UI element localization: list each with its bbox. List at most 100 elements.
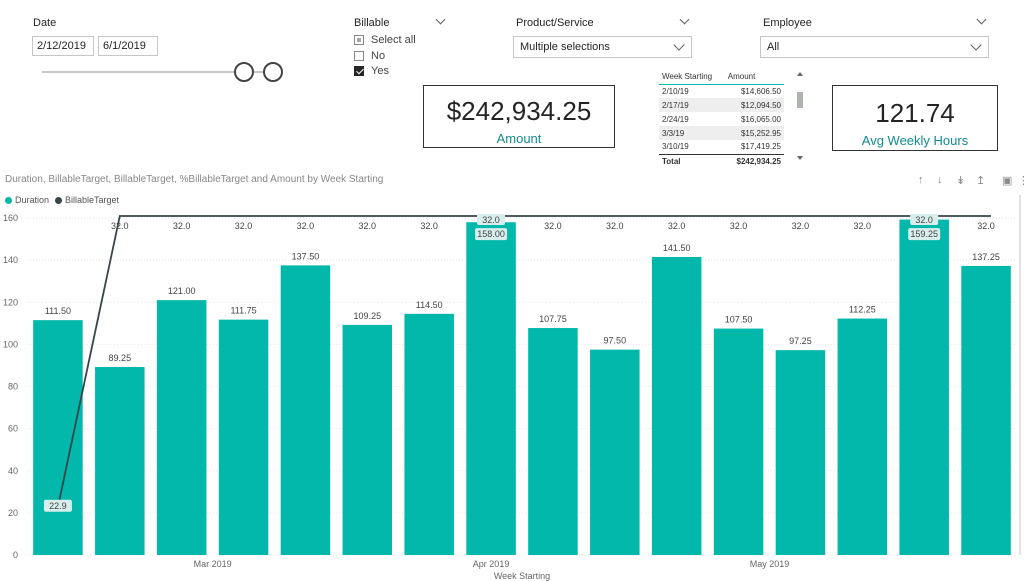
line-data-label-bg (910, 214, 939, 225)
drill-down-icon[interactable]: ↓ (937, 174, 943, 186)
focus-mode-icon[interactable]: ▣ (1002, 175, 1013, 187)
duration-bar[interactable] (899, 219, 949, 555)
hours-card-label: Avg Weekly Hours (861, 133, 969, 148)
duration-bar[interactable] (156, 300, 207, 555)
amount-cell: $15,252.95 (724, 126, 784, 140)
table-total-row: Total $242,934.25 (659, 153, 784, 168)
drill-mode-icon[interactable]: ↥ (976, 175, 986, 187)
duration-bar[interactable] (528, 328, 578, 555)
scroll-down-icon[interactable] (797, 156, 803, 160)
bar-data-label: 158.00 (477, 229, 505, 239)
bar-data-label: 97.25 (789, 336, 812, 346)
bar-data-label: 109.25 (354, 311, 382, 321)
duration-bar[interactable] (837, 318, 888, 555)
weekly-table: Week Starting Amount 2/10/19 $14,606.50 2… (659, 70, 784, 168)
y-tick-label: 60 (8, 424, 18, 434)
option-label: No (371, 50, 386, 62)
x-tick-label: Mar 2019 (194, 559, 232, 569)
x-tick-label: Apr 2019 (473, 559, 510, 569)
line-data-label-bg (43, 499, 72, 512)
table-row[interactable]: 3/10/19 $17,419.25 (659, 140, 784, 154)
date-slicer-title: Date (33, 17, 57, 29)
bar-data-label: 114.50 (416, 300, 443, 310)
bar-data-label: 107.50 (725, 315, 753, 325)
table-row[interactable]: 2/17/19 $12,094.50 (659, 98, 784, 112)
amount-card[interactable]: $242,934.25 Amount (423, 85, 615, 148)
avg-weekly-hours-card[interactable]: 121.74 Avg Weekly Hours (832, 85, 998, 151)
billable-target-line (57, 215, 991, 507)
more-options-icon[interactable]: ⋮ (1018, 175, 1024, 187)
amount-cell: $14,606.50 (740, 86, 781, 96)
start-date-input[interactable]: 2/12/2019 (32, 36, 94, 56)
line-data-label: 32.0 (606, 221, 624, 231)
total-label: Total (659, 153, 725, 168)
line-data-label-bg (477, 214, 506, 225)
y-tick-label: 40 (8, 466, 18, 476)
table-row[interactable]: 2/10/19 $14,606.50 (659, 84, 784, 98)
scroll-up-icon[interactable] (797, 72, 803, 76)
table-scrollbar[interactable] (796, 72, 804, 164)
hours-card-value: 121.74 (875, 98, 955, 128)
select-all-checkbox[interactable] (354, 35, 364, 45)
billable-option-yes[interactable]: Yes (354, 65, 389, 77)
amount-cell: $16,065.00 (740, 114, 781, 124)
duration-bar[interactable] (713, 328, 764, 555)
duration-bar[interactable] (590, 349, 640, 555)
drill-up-icon[interactable]: ↑ (918, 174, 924, 186)
total-amount: $242,934.25 (724, 153, 784, 168)
duration-bar[interactable] (280, 265, 331, 555)
line-data-label: 32.0 (359, 221, 377, 231)
duration-bar[interactable] (961, 265, 1011, 555)
scrollbar-thumb[interactable] (797, 92, 803, 108)
amount-card-value: $242,934.25 (446, 96, 592, 126)
date-slider-end-handle[interactable] (263, 62, 283, 82)
table-row[interactable]: 2/24/19 $16,065.00 (659, 112, 784, 126)
billable-chevron-icon[interactable] (435, 14, 446, 25)
bar-data-label: 97.50 (604, 336, 627, 346)
bar-data-label: 107.75 (539, 314, 567, 324)
legend-label-billable-target[interactable]: BillableTarget (65, 195, 120, 205)
duration-bar[interactable] (33, 320, 83, 555)
option-label: Select all (371, 34, 416, 46)
product-header-chevron-icon[interactable] (679, 14, 690, 25)
duration-bar[interactable] (651, 256, 702, 555)
column-header[interactable]: Week Starting (659, 70, 725, 85)
amount-cell: $12,094.50 (724, 98, 784, 112)
week-cell: 3/10/19 (662, 142, 689, 152)
bar-data-label-bg (475, 228, 508, 241)
employee-dropdown-value: All (767, 41, 780, 53)
billable-option-no[interactable]: No (354, 50, 385, 62)
duration-bar[interactable] (466, 222, 516, 555)
no-checkbox[interactable] (354, 51, 364, 61)
date-slider-start-handle[interactable] (234, 62, 254, 82)
duration-bar[interactable] (775, 350, 826, 555)
duration-bar[interactable] (95, 367, 145, 555)
y-tick-label: 140 (3, 255, 18, 265)
duration-bar[interactable] (342, 324, 393, 555)
end-date-input[interactable]: 6/1/2019 (98, 36, 158, 56)
duration-bar[interactable] (218, 319, 269, 555)
week-cell: 2/24/19 (662, 114, 689, 124)
expand-all-down-icon[interactable]: ↡ (956, 175, 966, 187)
line-data-label: 32.0 (111, 221, 129, 231)
product-slicer-title: Product/Service (516, 17, 594, 29)
line-data-label: 32.0 (668, 221, 686, 231)
y-tick-label: 0 (13, 550, 18, 560)
billable-option-select-all[interactable]: Select all (354, 34, 416, 46)
column-header[interactable]: Amount (724, 70, 784, 85)
line-data-label: 22.9 (49, 501, 67, 511)
product-dropdown[interactable]: Multiple selections (513, 36, 692, 58)
employee-dropdown[interactable]: All (760, 36, 989, 58)
yes-checkbox[interactable] (354, 66, 364, 76)
date-range-slider-track[interactable] (42, 71, 274, 73)
employee-header-chevron-icon[interactable] (976, 14, 987, 25)
legend-label-duration[interactable]: Duration (15, 195, 50, 205)
bar-data-label: 111.75 (230, 306, 256, 316)
billable-slicer-title: Billable (354, 17, 390, 29)
legend-marker-duration (5, 196, 12, 204)
y-tick-label: 100 (3, 339, 18, 349)
table-row[interactable]: 3/3/19 $15,252.95 (659, 126, 784, 140)
duration-bar[interactable] (404, 313, 454, 555)
weekly-amount-table[interactable]: Week Starting Amount 2/10/19 $14,606.50 2… (659, 70, 784, 168)
bar-data-label: 137.25 (972, 252, 1000, 262)
